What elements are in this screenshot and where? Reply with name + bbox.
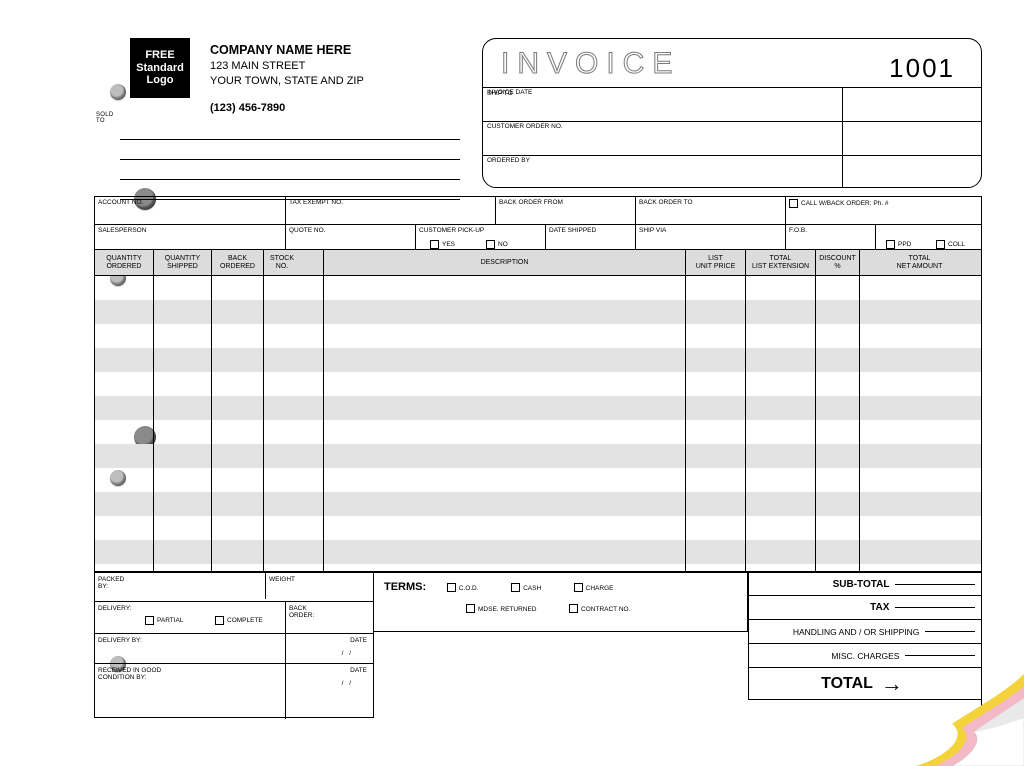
invoice-title: INVOICE xyxy=(501,47,680,81)
invoice-box-divider xyxy=(842,87,843,187)
col-header: DESCRIPTION xyxy=(323,250,685,275)
col-header: TOTAL LIST EXTENSION xyxy=(745,250,815,275)
items-columns: QUANTITY ORDEREDQUANTITY SHIPPEDBACK ORD… xyxy=(95,250,981,276)
company-block: COMPANY NAME HERE 123 MAIN STREET YOUR T… xyxy=(210,42,364,89)
logo-line: FREE xyxy=(145,49,174,62)
label-cust-pickup: CUSTOMER PICK-UP xyxy=(419,227,484,234)
line-items-table: QUANTITY ORDEREDQUANTITY SHIPPEDBACK ORD… xyxy=(94,250,982,572)
label-cust-order-no: CUSTOMER ORDER NO. xyxy=(487,123,617,130)
label-salesperson: SALESPERSON xyxy=(98,227,146,234)
label-total: TOTAL xyxy=(821,675,873,693)
label-bo-from: BACK ORDER FROM xyxy=(499,199,563,206)
footer-left-box: PACKED BY: WEIGHT DELIVERY: PARTIAL COMP… xyxy=(94,572,374,718)
label-date: DATE xyxy=(350,637,367,644)
label-subtotal: SUB-TOTAL xyxy=(833,579,890,590)
label-delivery-by: DELIVERY BY: xyxy=(98,637,142,644)
label-misc: MISC. CHARGES xyxy=(831,651,899,661)
logo-line: Standard xyxy=(136,62,184,75)
col-header: STOCK NO. xyxy=(263,250,323,275)
header: FREE Standard Logo COMPANY NAME HERE 123… xyxy=(130,34,1000,194)
totals-box: SUB-TOTAL TAX HANDLING AND / OR SHIPPING… xyxy=(748,572,982,718)
label-delivery: DELIVERY: xyxy=(98,605,131,612)
invoice-number: 1001 xyxy=(889,53,955,84)
col-header: TOTAL NET AMOUNT xyxy=(859,250,979,275)
label-date-2: DATE xyxy=(350,667,367,674)
col-header: QUANTITY SHIPPED xyxy=(153,250,211,275)
invoice-box: INVOICE 1001 SHIP TO INVOICE DATE CUSTOM… xyxy=(482,38,982,188)
label-received: RECEIVED IN GOOD CONDITION BY: xyxy=(98,667,161,681)
label-date-shipped: DATE SHIPPED xyxy=(549,227,596,234)
label-fob: F.O.B. xyxy=(789,227,807,234)
label-invoice-date: INVOICE DATE xyxy=(487,89,617,96)
logo-placeholder: FREE Standard Logo xyxy=(130,38,190,98)
items-body xyxy=(95,276,981,571)
label-tax-exempt: TAX EXEMPT NO. xyxy=(289,199,343,206)
label-terms: TERMS: xyxy=(384,581,426,593)
arrow-icon: → xyxy=(881,671,903,697)
company-address-2: YOUR TOWN, STATE AND ZIP xyxy=(210,74,364,89)
company-phone: (123) 456-7890 xyxy=(210,102,285,114)
company-address-1: 123 MAIN STREET xyxy=(210,59,364,74)
col-header: BACK ORDERED xyxy=(211,250,263,275)
label-call-wback: CALL W/BACK ORDER: Ph. # xyxy=(789,199,889,208)
invoice-form-sheet: FREE Standard Logo COMPANY NAME HERE 123… xyxy=(50,24,1000,742)
footer: PACKED BY: WEIGHT DELIVERY: PARTIAL COMP… xyxy=(94,572,982,718)
logo-line: Logo xyxy=(147,74,174,87)
sold-to-label: SOLD TO xyxy=(96,112,114,124)
label-packed-by: PACKED BY: xyxy=(98,576,124,590)
label-weight: WEIGHT xyxy=(269,576,295,583)
label-tax: TAX xyxy=(870,602,889,613)
company-name: COMPANY NAME HERE xyxy=(210,42,364,59)
col-header: LIST UNIT PRICE xyxy=(685,250,745,275)
binder-hole xyxy=(110,84,126,100)
label-handling: HANDLING AND / OR SHIPPING xyxy=(793,627,920,637)
label-ordered-by: ORDERED BY xyxy=(487,157,617,164)
sold-to-lines xyxy=(120,120,460,200)
col-header: QUANTITY ORDERED xyxy=(95,250,153,275)
meta-rows: ACCOUNT NO. TAX EXEMPT NO. BACK ORDER FR… xyxy=(94,196,982,250)
label-account-no: ACCOUNT NO. xyxy=(98,199,143,206)
label-back-order: BACK ORDER: xyxy=(289,605,314,619)
label-ship-via: SHIP VIA xyxy=(639,227,666,234)
label-bo-to: BACK ORDER TO xyxy=(639,199,693,206)
col-header: DISCOUNT % xyxy=(815,250,859,275)
label-quote-no: QUOTE NO. xyxy=(289,227,325,234)
terms-box: TERMS: C.O.D. CASH CHARGE MDSE. RETURNED… xyxy=(374,572,748,632)
